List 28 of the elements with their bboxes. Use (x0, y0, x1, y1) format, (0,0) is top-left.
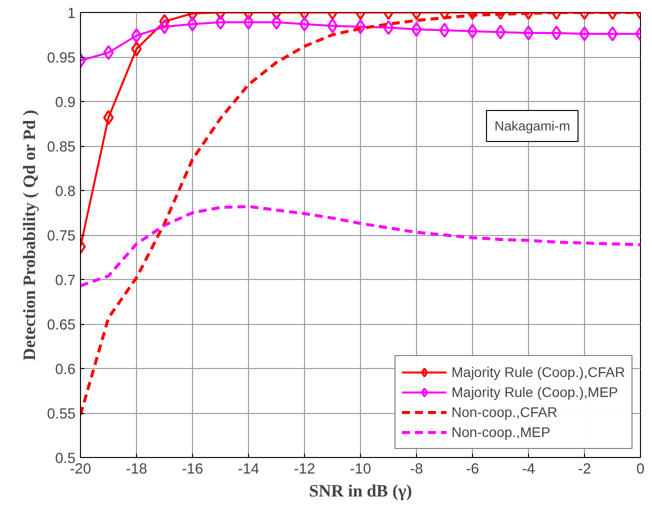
y-tick-label: 0.55 (46, 406, 76, 422)
annotation: Nakagami-m (494, 118, 570, 134)
y-tick-label: 0.85 (46, 140, 76, 156)
y-tick-label: 0.65 (46, 318, 76, 334)
x-tick-label: -6 (466, 462, 480, 478)
x-tick-label: -2 (578, 462, 592, 478)
y-tick-label: 1 (67, 6, 76, 22)
x-tick-label: -8 (410, 462, 424, 478)
x-tick-label: -14 (238, 462, 260, 478)
legend-label: Majority Rule (Coop.),MEP (452, 384, 618, 400)
legend-label: Non-coop.,CFAR (452, 404, 558, 420)
x-tick-label: -12 (294, 462, 316, 478)
x-tick-label: -4 (522, 462, 536, 478)
legend-label: Majority Rule (Coop.),CFAR (452, 364, 625, 380)
y-tick-label: 0.95 (46, 50, 76, 66)
x-tick-label: -10 (350, 462, 372, 478)
x-axis-title: SNR in dB (γ) (309, 482, 412, 500)
y-tick-label: 0.6 (55, 362, 76, 378)
y-tick-label: 0.9 (55, 95, 76, 111)
y-axis-title: Detection Probability ( Qd or Pd ) (20, 110, 39, 360)
y-tick-label: 0.75 (46, 228, 76, 244)
legend-label: Non-coop.,MEP (452, 424, 550, 440)
y-tick-label: 0.7 (55, 273, 76, 289)
y-tick-label: 0.8 (55, 184, 76, 200)
x-tick-label: 0 (636, 462, 645, 478)
x-tick-label: -16 (182, 462, 204, 478)
line-series (80, 205, 640, 288)
x-tick-label: -18 (126, 462, 148, 478)
